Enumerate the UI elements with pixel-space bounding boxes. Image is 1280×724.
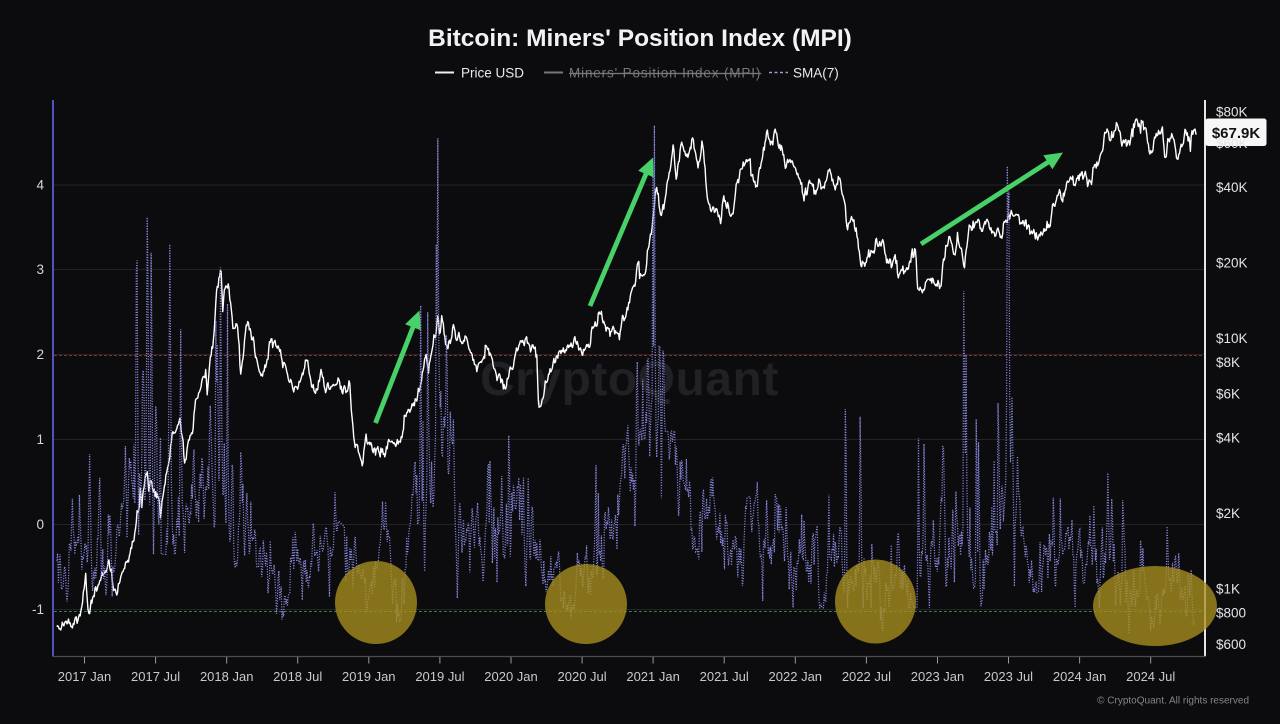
svg-text:2019 Jul: 2019 Jul xyxy=(415,669,464,684)
svg-text:$2K: $2K xyxy=(1216,506,1240,521)
svg-text:Bitcoin: Miners' Position Inde: Bitcoin: Miners' Position Index (MPI) xyxy=(428,25,852,52)
svg-text:© CryptoQuant. All rights rese: © CryptoQuant. All rights reserved xyxy=(1097,696,1249,707)
svg-text:$40K: $40K xyxy=(1216,180,1248,195)
svg-text:3: 3 xyxy=(36,262,44,277)
svg-text:2017 Jan: 2017 Jan xyxy=(58,669,112,684)
svg-text:2020 Jul: 2020 Jul xyxy=(558,669,607,684)
svg-text:Miners' Position Index (MPI): Miners' Position Index (MPI) xyxy=(569,66,761,81)
svg-text:2021 Jul: 2021 Jul xyxy=(700,669,749,684)
svg-text:2017 Jul: 2017 Jul xyxy=(131,669,180,684)
svg-text:2018 Jan: 2018 Jan xyxy=(200,669,254,684)
svg-text:4: 4 xyxy=(36,178,44,193)
svg-text:$60K: $60K xyxy=(1216,136,1248,151)
svg-text:$10K: $10K xyxy=(1216,331,1248,346)
svg-text:-1: -1 xyxy=(32,602,44,617)
svg-text:2019 Jan: 2019 Jan xyxy=(342,669,396,684)
svg-text:2024 Jan: 2024 Jan xyxy=(1053,669,1107,684)
svg-text:$67.9K: $67.9K xyxy=(1212,125,1261,142)
svg-text:$80K: $80K xyxy=(1216,105,1248,120)
svg-text:$4K: $4K xyxy=(1216,431,1240,446)
svg-text:$20K: $20K xyxy=(1216,256,1248,271)
svg-text:$800: $800 xyxy=(1216,606,1246,621)
svg-text:2020 Jan: 2020 Jan xyxy=(484,669,538,684)
svg-text:2023 Jan: 2023 Jan xyxy=(911,669,965,684)
svg-text:$600: $600 xyxy=(1216,637,1246,652)
svg-text:2023 Jul: 2023 Jul xyxy=(984,669,1033,684)
svg-text:2021 Jan: 2021 Jan xyxy=(626,669,680,684)
svg-text:2018 Jul: 2018 Jul xyxy=(273,669,322,684)
svg-text:0: 0 xyxy=(36,517,44,532)
svg-text:CryptoQuant: CryptoQuant xyxy=(480,353,779,406)
svg-text:SMA(7): SMA(7) xyxy=(793,66,839,81)
svg-text:2022 Jan: 2022 Jan xyxy=(769,669,823,684)
svg-text:2: 2 xyxy=(36,347,44,362)
svg-text:Price USD: Price USD xyxy=(461,66,524,81)
svg-text:$6K: $6K xyxy=(1216,387,1240,402)
svg-text:1: 1 xyxy=(36,432,44,447)
svg-text:2022 Jul: 2022 Jul xyxy=(842,669,891,684)
svg-text:2024 Jul: 2024 Jul xyxy=(1126,669,1175,684)
svg-text:$8K: $8K xyxy=(1216,355,1240,370)
svg-text:$1K: $1K xyxy=(1216,581,1240,596)
